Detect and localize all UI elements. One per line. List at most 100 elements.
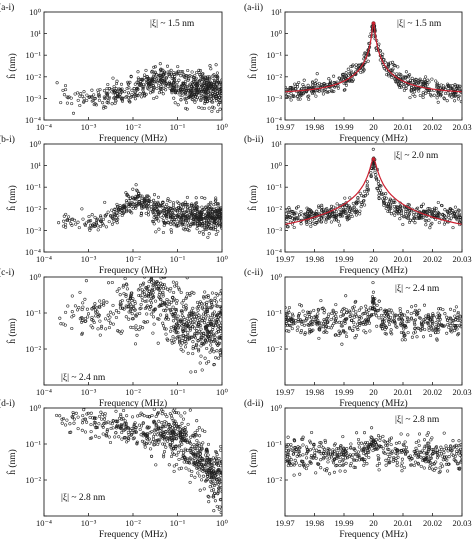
data-point: [193, 463, 197, 467]
data-point: [138, 83, 142, 87]
data-point: [128, 210, 132, 214]
data-point: [183, 96, 187, 100]
data-point: [146, 86, 150, 90]
data-point: [201, 474, 206, 478]
data-point: [117, 310, 121, 315]
data-point: [175, 80, 179, 85]
data-point: [303, 332, 307, 336]
data-point: [151, 284, 155, 288]
panel-a-i: 10⁻⁴ 10⁻³ 10⁻² 10⁻¹ 10⁰10⁰10¹10⁻¹10⁻²10⁻³10⁻…: [0, 2, 229, 144]
data-point: [217, 486, 221, 490]
panel-label: (c-i): [0, 267, 14, 278]
data-point: [219, 213, 222, 217]
data-point: [333, 312, 337, 316]
data-point: [421, 93, 425, 97]
data-point: [297, 453, 301, 457]
data-point: [457, 208, 461, 212]
data-point: [194, 332, 198, 336]
data-point: [185, 107, 189, 111]
data-point: [218, 341, 222, 345]
data-point: [179, 290, 183, 295]
x-tick-label: 10⁻⁴: [36, 518, 52, 528]
data-point: [412, 213, 416, 217]
data-point: [204, 295, 208, 299]
data-point: [330, 213, 334, 217]
data-point: [302, 84, 306, 88]
data-point: [96, 228, 100, 232]
data-point: [344, 74, 348, 78]
data-point: [76, 427, 80, 431]
data-point: [383, 60, 387, 64]
data-point: [207, 500, 211, 504]
data-point: [207, 225, 211, 229]
data-point: [111, 419, 115, 423]
data-point: [199, 327, 203, 331]
data-point: [392, 316, 396, 320]
data-point: [209, 67, 213, 71]
data-point: [319, 458, 323, 462]
data-point: [60, 417, 64, 421]
data-point: [211, 456, 215, 460]
data-point: [81, 217, 85, 221]
data-point: [329, 220, 333, 224]
data-point: [205, 333, 209, 337]
data-point: [435, 96, 439, 100]
data-point: [195, 312, 199, 316]
data-point: [107, 97, 111, 101]
data-point: [191, 317, 195, 321]
data-point: [306, 207, 310, 211]
data-point: [315, 72, 319, 76]
data-point: [181, 202, 185, 206]
data-point: [396, 65, 400, 69]
data-point: [444, 444, 448, 448]
data-point: [344, 71, 348, 75]
data-point: [361, 312, 365, 316]
data-point: [119, 302, 123, 306]
x-tick-label: 10⁻¹: [170, 122, 186, 132]
data-point: [336, 84, 340, 88]
data-point: [177, 337, 181, 341]
data-point: [427, 206, 431, 211]
data-point: [107, 435, 111, 439]
data-point: [196, 338, 200, 343]
data-point: [386, 440, 390, 444]
data-point: [354, 312, 358, 317]
data-point: [178, 220, 182, 225]
data-point: [132, 422, 136, 426]
data-point: [216, 229, 220, 233]
data-point: [288, 456, 292, 460]
data-point: [62, 219, 66, 223]
data-point: [181, 211, 185, 215]
data-point: [445, 458, 449, 462]
data-point: [390, 75, 394, 79]
data-point: [285, 209, 288, 213]
data-point: [375, 176, 379, 181]
data-point: [161, 230, 165, 235]
data-point: [202, 487, 206, 491]
data-point: [164, 213, 168, 217]
data-point: [413, 318, 418, 322]
data-point: [443, 457, 447, 461]
data-point: [355, 314, 359, 318]
data-point: [65, 218, 69, 222]
data-point: [173, 316, 178, 320]
data-point: [184, 308, 188, 312]
data-point: [188, 458, 192, 462]
data-point: [299, 329, 304, 333]
data-point: [55, 81, 59, 85]
data-point: [207, 495, 211, 499]
data-point: [212, 81, 216, 85]
data-point: [128, 203, 133, 207]
data-point: [166, 338, 170, 342]
data-point: [384, 196, 388, 200]
data-point: [446, 91, 450, 95]
data-point: [333, 212, 337, 216]
data-point: [389, 212, 393, 216]
data-point: [377, 316, 381, 320]
data-point: [187, 440, 191, 444]
data-point: [202, 332, 206, 336]
data-point: [105, 92, 109, 96]
data-point: [90, 436, 94, 440]
data-point: [212, 488, 216, 492]
data-point: [351, 306, 355, 310]
